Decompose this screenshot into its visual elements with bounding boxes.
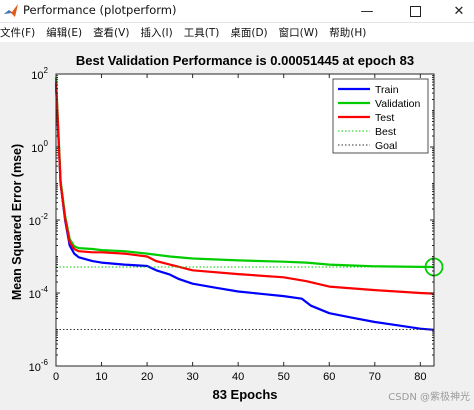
y-tick-label: 100 — [31, 139, 48, 155]
window-titlebar: Performance (plotperform) — ✕ — [0, 0, 474, 23]
legend-label-validation: Validation — [375, 98, 420, 110]
series-line-train — [54, 84, 435, 331]
menu-file[interactable]: 文件(F) — [0, 27, 36, 39]
legend-label-test: Test — [375, 112, 394, 124]
performance-chart[interactable]: Best Validation Performance is 0.0005144… — [0, 42, 474, 406]
y-tick-label: 10-6 — [29, 358, 49, 374]
x-tick-label: 20 — [141, 371, 153, 383]
menu-view[interactable]: 查看(V) — [93, 27, 130, 39]
x-tick-label: 60 — [323, 371, 335, 383]
menu-tools[interactable]: 工具(T) — [183, 27, 220, 39]
x-tick-label: 50 — [278, 371, 290, 383]
close-button[interactable]: ✕ — [444, 0, 474, 22]
menu-insert[interactable]: 插入(I) — [140, 27, 173, 39]
minimize-button[interactable]: — — [352, 0, 382, 22]
watermark: CSDN @紫极神光 — [388, 392, 470, 403]
x-tick-label: 0 — [53, 371, 59, 383]
legend-label-train: Train — [375, 84, 399, 96]
matlab-logo-icon — [4, 4, 18, 17]
menu-edit[interactable]: 编辑(E) — [46, 27, 83, 39]
x-tick-label: 30 — [187, 371, 199, 383]
maximize-icon — [409, 5, 421, 17]
y-axis-label: Mean Squared Error (mse) — [10, 144, 24, 300]
x-axis-label: 83 Epochs — [212, 387, 277, 402]
minimize-icon: — — [360, 3, 374, 19]
y-tick-label: 10-4 — [29, 285, 49, 301]
menu-bar: 文件(F) 编辑(E) 查看(V) 插入(I) 工具(T) 桌面(D) 窗口(W… — [0, 23, 474, 42]
y-tick-label: 10-2 — [29, 212, 49, 228]
chart-title: Best Validation Performance is 0.0005144… — [76, 53, 414, 68]
x-tick-label: 40 — [232, 371, 244, 383]
x-tick-label: 70 — [369, 371, 381, 383]
close-icon: ✕ — [453, 3, 465, 19]
figure-area: Best Validation Performance is 0.0005144… — [0, 42, 474, 406]
x-tick-label: 10 — [95, 371, 107, 383]
window-title: Performance (plotperform) — [23, 3, 177, 17]
legend-label-goal: Goal — [375, 140, 397, 152]
series-line-test — [54, 82, 435, 295]
x-tick-label: 80 — [414, 371, 426, 383]
maximize-button[interactable] — [400, 0, 430, 22]
y-tick-label: 102 — [31, 66, 48, 82]
legend-label-best: Best — [375, 126, 396, 138]
menu-desktop[interactable]: 桌面(D) — [230, 27, 268, 39]
menu-window[interactable]: 窗口(W) — [278, 27, 319, 39]
menu-help[interactable]: 帮助(H) — [329, 27, 367, 39]
